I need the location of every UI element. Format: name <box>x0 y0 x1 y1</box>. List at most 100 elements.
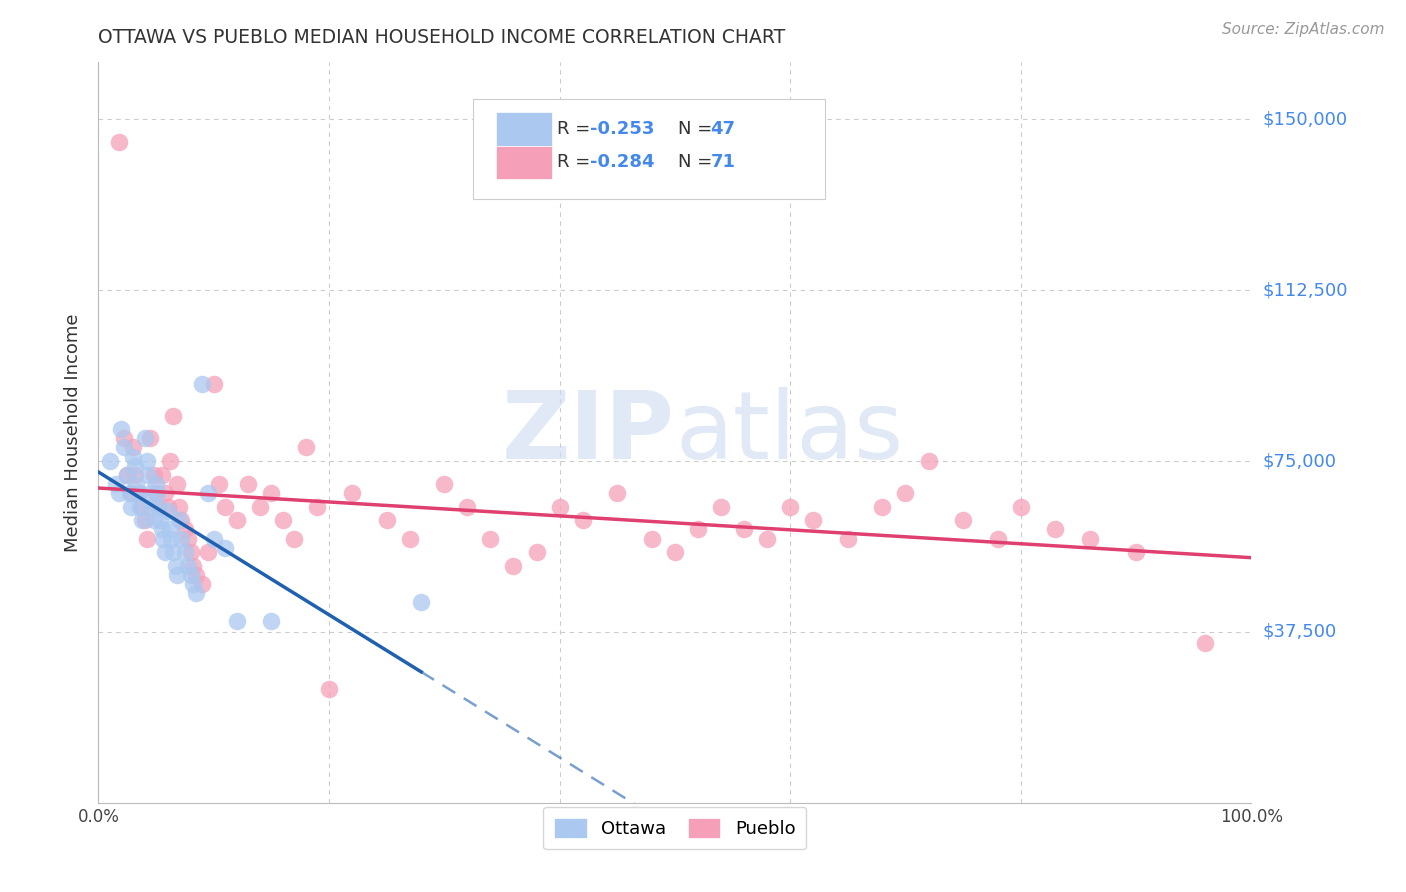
Point <box>150 467 173 482</box>
Point <box>214 541 236 555</box>
Point <box>249 500 271 514</box>
Point <box>170 532 193 546</box>
Point <box>1045 523 1067 537</box>
Point <box>145 486 167 500</box>
Point <box>375 513 398 527</box>
Point <box>571 513 593 527</box>
Point <box>295 441 318 455</box>
Point <box>166 476 188 491</box>
Point <box>128 486 150 500</box>
Point <box>502 558 524 573</box>
Point <box>167 513 190 527</box>
Point <box>307 500 329 514</box>
Point <box>122 441 145 455</box>
Point <box>162 545 184 559</box>
Point <box>177 558 200 573</box>
Point <box>139 431 162 445</box>
Point <box>159 454 181 468</box>
Point <box>131 500 153 514</box>
Point <box>122 450 145 464</box>
Point <box>135 454 157 468</box>
Text: $75,000: $75,000 <box>1263 452 1337 470</box>
Text: N =: N = <box>678 153 718 171</box>
Point <box>479 532 502 546</box>
Point <box>987 532 1010 546</box>
Point <box>411 595 433 609</box>
Point <box>135 532 157 546</box>
Point <box>120 500 142 514</box>
Point <box>664 545 686 559</box>
Text: -0.253: -0.253 <box>589 120 654 138</box>
Point <box>186 586 208 600</box>
Point <box>108 486 131 500</box>
Point <box>112 431 135 445</box>
Point <box>260 486 283 500</box>
Point <box>148 500 170 514</box>
Point <box>174 523 197 537</box>
Text: $112,500: $112,500 <box>1263 281 1348 299</box>
Point <box>124 467 146 482</box>
Point <box>166 568 188 582</box>
Point <box>139 486 162 500</box>
Point <box>124 458 146 473</box>
Point <box>710 500 733 514</box>
Point <box>756 532 779 546</box>
Point <box>641 532 664 546</box>
Point <box>104 476 127 491</box>
Point <box>202 532 225 546</box>
Point <box>208 476 231 491</box>
Point <box>1010 500 1032 514</box>
Point <box>202 376 225 391</box>
Point <box>433 476 456 491</box>
Point <box>686 523 709 537</box>
Point <box>120 486 142 500</box>
Point <box>197 545 219 559</box>
Point <box>159 523 181 537</box>
Point <box>134 513 156 527</box>
Point <box>160 532 183 546</box>
Point <box>141 500 163 514</box>
Point <box>181 577 204 591</box>
Point <box>283 532 305 546</box>
Point <box>606 486 628 500</box>
Point <box>98 454 121 468</box>
Point <box>894 486 917 500</box>
Point <box>165 558 187 573</box>
Point <box>180 568 202 582</box>
Point <box>548 500 571 514</box>
Point <box>952 513 974 527</box>
Text: 71: 71 <box>710 153 735 171</box>
Point <box>456 500 478 514</box>
Point <box>238 476 260 491</box>
Point <box>142 467 165 482</box>
Point <box>117 467 139 482</box>
Point <box>180 545 202 559</box>
Text: ZIP: ZIP <box>502 386 675 479</box>
Point <box>156 504 179 518</box>
Point <box>260 614 283 628</box>
Point <box>146 486 169 500</box>
Point <box>174 545 197 559</box>
Point <box>181 558 204 573</box>
Point <box>128 486 150 500</box>
Point <box>156 500 179 514</box>
Text: N =: N = <box>678 120 718 138</box>
Point <box>398 532 420 546</box>
Y-axis label: Median Household Income: Median Household Income <box>65 313 83 552</box>
Point <box>191 376 214 391</box>
Point <box>837 532 859 546</box>
Text: Source: ZipAtlas.com: Source: ZipAtlas.com <box>1222 22 1385 37</box>
Point <box>225 614 247 628</box>
Text: R =: R = <box>557 120 596 138</box>
FancyBboxPatch shape <box>496 112 551 145</box>
Point <box>148 513 170 527</box>
Point <box>917 454 939 468</box>
Point <box>197 486 219 500</box>
Point <box>131 513 153 527</box>
Text: $37,500: $37,500 <box>1263 623 1337 641</box>
Point <box>186 568 208 582</box>
Point <box>129 500 152 514</box>
Point <box>225 513 247 527</box>
Point <box>112 441 135 455</box>
Point <box>271 513 294 527</box>
